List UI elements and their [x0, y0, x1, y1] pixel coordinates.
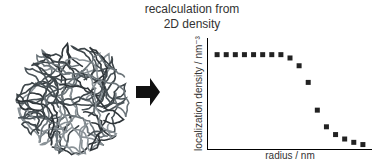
svg-text:localization density / nm⁻³: localization density / nm⁻³ [193, 35, 204, 150]
html-text:2D density: 2D density [163, 17, 221, 31]
svg-text:radius / nm: radius / nm [265, 150, 314, 161]
html-text:recalculation from: recalculation from [144, 2, 240, 16]
